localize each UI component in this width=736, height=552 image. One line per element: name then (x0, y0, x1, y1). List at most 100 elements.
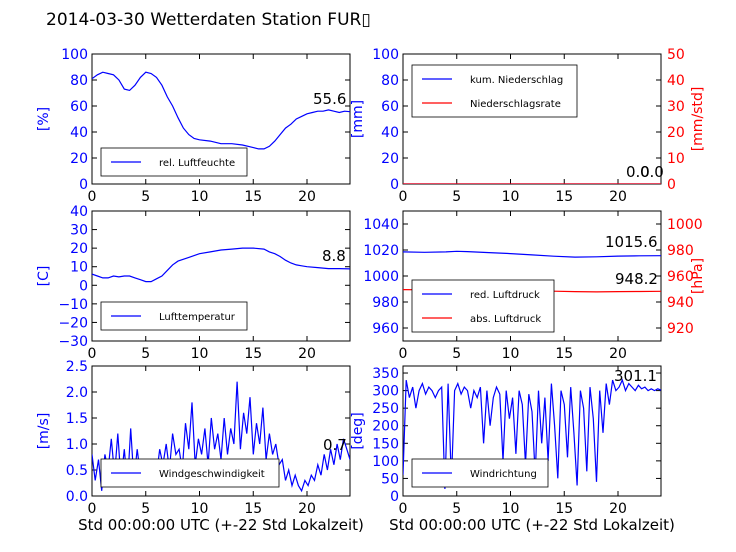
legend-label: kum. Niederschlag (470, 75, 563, 86)
x-tick-label: 15 (244, 501, 262, 517)
x-tick-label: 10 (502, 346, 520, 362)
x-tick-label: 5 (141, 501, 150, 517)
series-line-red-luftdruck (403, 250, 661, 258)
series-line-windrichtung (403, 378, 661, 490)
x-tick-label: 15 (555, 501, 573, 517)
x-tick-label: 20 (609, 346, 627, 362)
y-tick-label: 200 (372, 419, 399, 435)
y-right-tick-label: 20 (667, 125, 685, 141)
y-right-tick-label: 0 (667, 177, 676, 193)
y-axis-label: [C] (36, 266, 52, 287)
y-tick-label: 100 (372, 47, 399, 63)
value-annotation-2: 948.2 (615, 270, 658, 288)
x-tick-label: 20 (609, 501, 627, 517)
x-tick-label: 5 (141, 346, 150, 362)
y-tick-label: 250 (372, 401, 399, 417)
x-tick-label: 0 (88, 501, 97, 517)
y-right-tick-label: 980 (667, 243, 694, 259)
x-tick-label: 0 (399, 501, 408, 517)
legend-box (411, 279, 555, 333)
x-tick-label: 0 (399, 346, 408, 362)
x-tick-label: 10 (191, 346, 209, 362)
y-tick-label: −10 (58, 297, 88, 313)
x-tick-label: 15 (244, 189, 262, 205)
y-tick-label: 150 (372, 436, 399, 452)
y-tick-label: 40 (381, 125, 399, 141)
x-tick-label: 10 (502, 501, 520, 517)
series-line-lufttemperatur (92, 247, 350, 283)
value-annotation-2: 0.0 (640, 163, 664, 181)
legend-label: abs. Luftdruck (470, 314, 541, 325)
y-right-tick-label: 30 (667, 99, 685, 115)
series-line-rel-luftfeuchte (92, 71, 350, 150)
x-tick-label: 10 (502, 189, 520, 205)
y-right-axis-label: [hPa] (690, 258, 706, 294)
y-right-tick-label: 920 (667, 321, 694, 337)
x-tick-label: 0 (88, 189, 97, 205)
y-tick-label: 0 (79, 278, 88, 294)
value-annotation: 0.0 (626, 163, 650, 181)
y-right-tick-label: 960 (667, 269, 694, 285)
value-annotation: 55.6 (313, 90, 346, 108)
legend-label: Windgeschwindigkeit (159, 469, 265, 480)
y-tick-label: 2.0 (66, 385, 88, 401)
legend-label: Lufttemperatur (159, 312, 236, 323)
y-tick-label: 20 (70, 241, 88, 257)
y-axis-label: [deg] (350, 412, 366, 449)
y-tick-label: 0 (390, 489, 399, 505)
legend-box (411, 64, 578, 118)
y-tick-label: 0.5 (66, 463, 88, 479)
y-right-tick-label: 40 (667, 73, 685, 89)
y-tick-label: 50 (381, 471, 399, 487)
legend-label: rel. Luftfeuchte (159, 158, 235, 169)
x-tick-label: 5 (452, 346, 461, 362)
y-tick-label: 300 (372, 384, 399, 400)
x-tick-label: 15 (555, 346, 573, 362)
x-tick-label: 5 (141, 189, 150, 205)
y-tick-label: 80 (70, 73, 88, 89)
x-tick-label: 15 (555, 189, 573, 205)
x-tick-label: 0 (399, 189, 408, 205)
y-tick-label: −30 (58, 334, 88, 350)
y-tick-label: 1.0 (66, 437, 88, 453)
y-tick-label: 0 (79, 177, 88, 193)
x-tick-label: 20 (298, 346, 316, 362)
y-axis-label: [mm] (350, 100, 366, 138)
y-tick-label: 2.5 (66, 359, 88, 375)
y-right-tick-label: 1000 (667, 217, 703, 233)
value-annotation: 0.7 (323, 436, 347, 454)
y-tick-label: 0 (390, 177, 399, 193)
y-tick-label: 960 (372, 321, 399, 337)
y-tick-label: 30 (70, 223, 88, 239)
y-right-tick-label: 940 (667, 295, 694, 311)
y-right-axis-label: [mm/std] (690, 87, 706, 152)
y-axis-label: [%] (36, 107, 52, 131)
y-tick-label: 20 (381, 151, 399, 167)
x-tick-label: 20 (609, 189, 627, 205)
x-axis-label: Std 00:00:00 UTC (+-22 Std Lokalzeit) (78, 516, 364, 534)
y-tick-label: 100 (61, 47, 88, 63)
y-tick-label: 60 (70, 99, 88, 115)
x-tick-label: 10 (191, 189, 209, 205)
y-tick-label: 20 (70, 151, 88, 167)
x-tick-label: 15 (244, 346, 262, 362)
page-title: 2014-03-30 Wetterdaten Station FUR▯ (46, 10, 371, 30)
y-tick-label: 1020 (363, 243, 399, 259)
x-axis-label: Std 00:00:00 UTC (+-22 Std Lokalzeit) (389, 516, 675, 534)
y-tick-label: −20 (58, 315, 88, 331)
legend-label: red. Luftdruck (470, 290, 540, 301)
x-tick-label: 5 (452, 189, 461, 205)
y-tick-label: 40 (70, 125, 88, 141)
legend-label: Windrichtung (470, 469, 537, 480)
y-tick-label: 1000 (363, 269, 399, 285)
legend-label: Niederschlagsrate (470, 99, 561, 110)
y-tick-label: 0.0 (66, 489, 88, 505)
x-tick-label: 20 (298, 189, 316, 205)
value-annotation: 8.8 (322, 247, 346, 265)
y-tick-label: 350 (372, 366, 399, 382)
value-annotation: 301.1 (614, 367, 657, 385)
y-tick-label: 980 (372, 295, 399, 311)
y-tick-label: 100 (372, 454, 399, 470)
y-tick-label: 80 (381, 73, 399, 89)
x-tick-label: 0 (88, 346, 97, 362)
